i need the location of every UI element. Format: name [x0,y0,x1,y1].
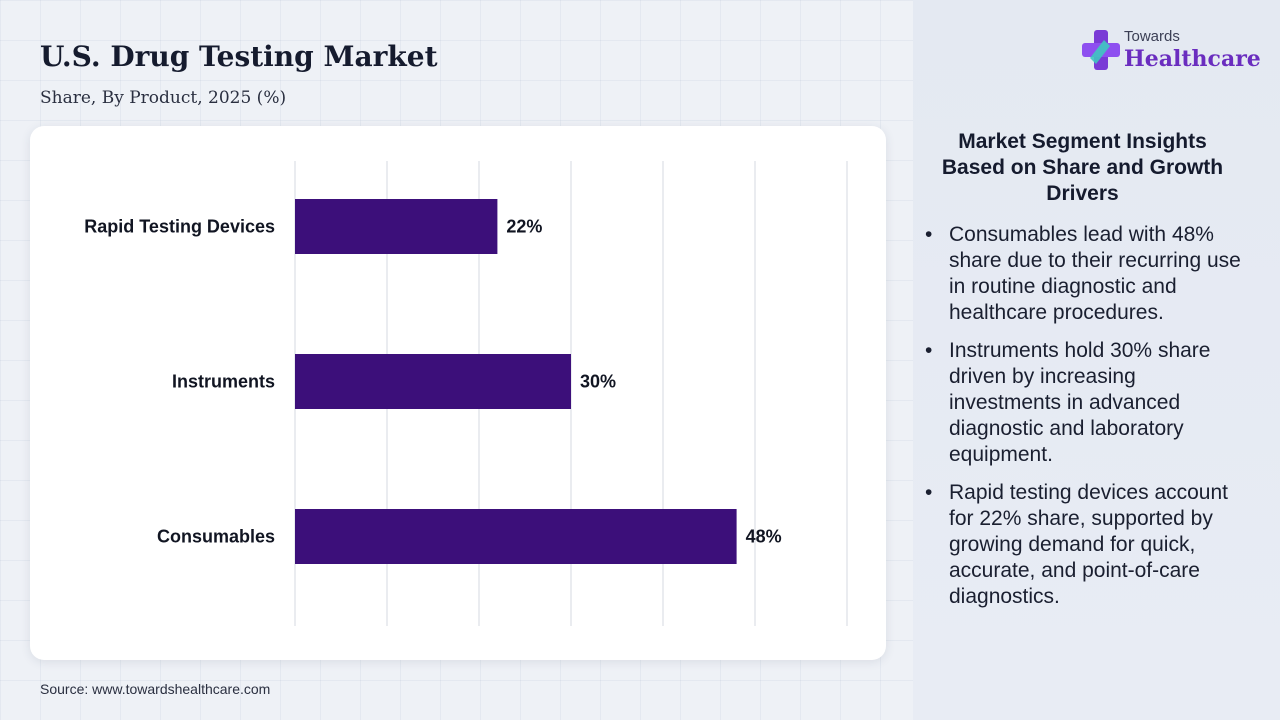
bar [295,354,571,409]
data-label: 30% [580,372,616,392]
insight-item: • Instruments hold 30% share driven by in… [925,338,1245,468]
bullet-icon: • [925,223,933,246]
page-title: U.S. Drug Testing Market [40,40,438,73]
insight-item: • Rapid testing devices account for 22% s… [925,480,1245,610]
insights-title: Market Segment Insights Based on Share a… [941,130,1224,205]
insights-list: • Consumables lead with 48% share due to … [925,222,1245,622]
insight-text: Instruments hold 30% share driven by inc… [949,339,1211,466]
category-label: Instruments [172,372,275,392]
brand-logo: Towards Healthcare [1080,26,1261,80]
category-label: Consumables [157,527,275,547]
insights-panel [913,0,1280,720]
category-label: Rapid Testing Devices [84,217,275,237]
source-note: Source: www.towardshealthcare.com [40,681,271,697]
data-label: 48% [746,527,782,547]
bar [295,199,498,254]
chart-card: Rapid Testing Devices 22% Instruments 30% Co… [30,126,886,660]
bar [295,509,737,564]
insight-text: Rapid testing devices account for 22% sh… [949,481,1228,608]
data-label: 22% [506,217,542,237]
bullet-icon: • [925,339,933,362]
logo-line2: Healthcare [1124,46,1261,72]
insight-item: • Consumables lead with 48% share due to … [925,222,1245,326]
bar-chart: Rapid Testing Devices 22% Instruments 30% Co… [84,161,848,626]
insight-text: Consumables lead with 48% share due to t… [949,223,1241,324]
page-subtitle: Share, By Product, 2025 (%) [40,88,287,108]
cross-plus-icon [1082,30,1120,70]
logo-line1: Towards [1124,28,1180,45]
bullet-icon: • [925,481,933,504]
